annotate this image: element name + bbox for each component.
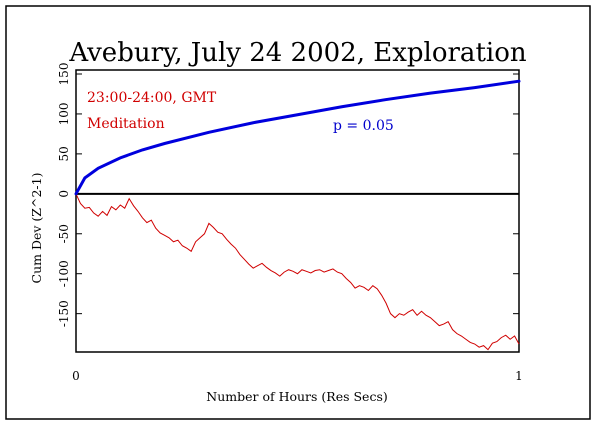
y-tick-label: -150 — [57, 300, 71, 327]
x-axis-label: Number of Hours (Res Secs) — [206, 389, 387, 404]
y-tick-label: -50 — [57, 224, 71, 243]
y-tick-label: 0 — [57, 190, 71, 198]
y-tick-label: 150 — [57, 63, 71, 86]
plot-area — [75, 69, 520, 353]
x-tick-label: 0 — [72, 369, 80, 383]
significance-annotation: p = 0.05 — [333, 118, 394, 134]
y-tick-label: 50 — [57, 146, 71, 161]
y-axis: 150 100 50 0 -50 -100 -150 — [57, 63, 519, 327]
y-tick-label: -100 — [57, 260, 71, 287]
envelope-series-line — [74, 79, 521, 196]
y-tick-label: 100 — [57, 102, 71, 125]
x-tick-label: 1 — [515, 369, 523, 383]
event-annotation: Meditation — [87, 116, 165, 132]
cumdev-series-line — [75, 193, 520, 351]
y-axis-label: Cum Dev (Z^2-1) — [29, 173, 44, 284]
chart-title: Avebury, July 24 2002, Exploration — [68, 38, 526, 68]
time-range-annotation: 23:00-24:00, GMT — [87, 90, 217, 106]
